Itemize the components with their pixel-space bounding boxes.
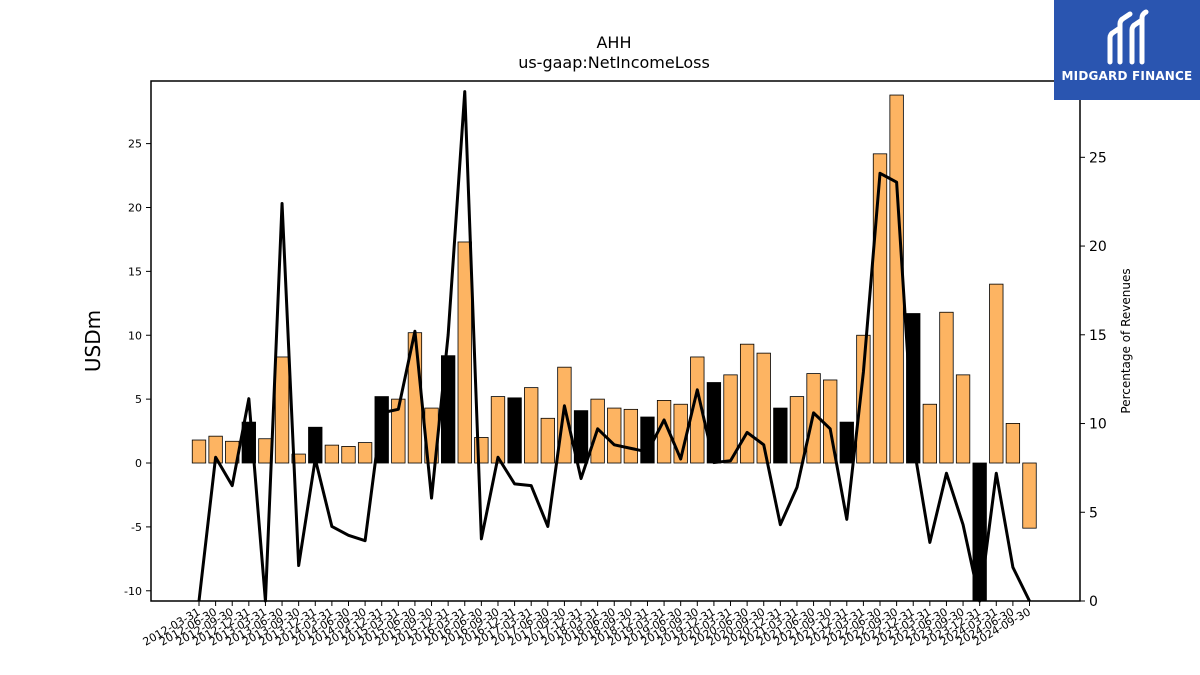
bar [955,374,971,464]
bar [607,407,622,464]
plot-frame [150,80,1081,602]
left-axis: -10 -5 0 5 10 15 20 25 [124,138,151,598]
chart-subtitle: us-gaap:NetIncomeLoss [518,53,710,72]
logo-mark-icon [1107,9,1149,65]
bar [723,374,738,464]
right-tick-label: 25 [1089,150,1107,166]
bar [524,387,539,464]
y-axis-label: USDm [81,310,105,372]
bar [623,408,639,464]
bar-series [191,94,1037,602]
left-tick-label: 15 [128,265,142,278]
percentage-line [197,90,1031,603]
bar [922,403,937,464]
right-axis: 0 5 10 15 20 25 [1080,150,1107,610]
right-tick-label: 0 [1089,594,1098,610]
bar [690,356,705,464]
bar [457,241,472,464]
bar [773,407,788,464]
bar [191,439,207,464]
bar [739,343,755,464]
bar [391,398,406,464]
bar [706,382,722,464]
bar [274,356,290,464]
right-tick-label: 5 [1089,505,1098,521]
bar [341,446,356,464]
bar [357,442,373,464]
left-tick-label: 0 [135,457,142,470]
y2-axis-label: Percentage of Revenues [1119,268,1133,413]
bar [540,417,555,464]
bar [756,352,771,464]
bar [490,396,506,464]
bar [789,396,805,464]
midgard-finance-logo: MIDGARD FINANCE [1054,0,1200,100]
right-tick-label: 15 [1089,328,1107,344]
left-tick-label: 25 [128,138,142,151]
bar [989,283,1004,464]
left-tick-label: -5 [131,521,142,534]
bar [1005,423,1021,464]
bar [839,421,854,464]
logo-text: MIDGARD FINANCE [1061,69,1193,83]
bar [291,453,306,464]
left-tick-label: 20 [128,201,142,214]
bar [507,397,522,464]
right-tick-label: 10 [1089,417,1107,433]
bar [856,334,871,464]
bar [906,313,921,464]
chart-title: AHH [596,33,631,52]
left-tick-label: 10 [128,329,142,342]
right-tick-label: 20 [1089,239,1107,255]
bar [872,153,888,464]
x-axis: 2012-03-312012-06-302012-09-302012-12-31… [141,601,1033,649]
bar [573,410,589,464]
left-tick-label: -10 [124,585,142,598]
bar [324,444,340,464]
left-tick-label: 5 [135,393,142,406]
bar [1022,462,1037,529]
bar [939,311,954,464]
